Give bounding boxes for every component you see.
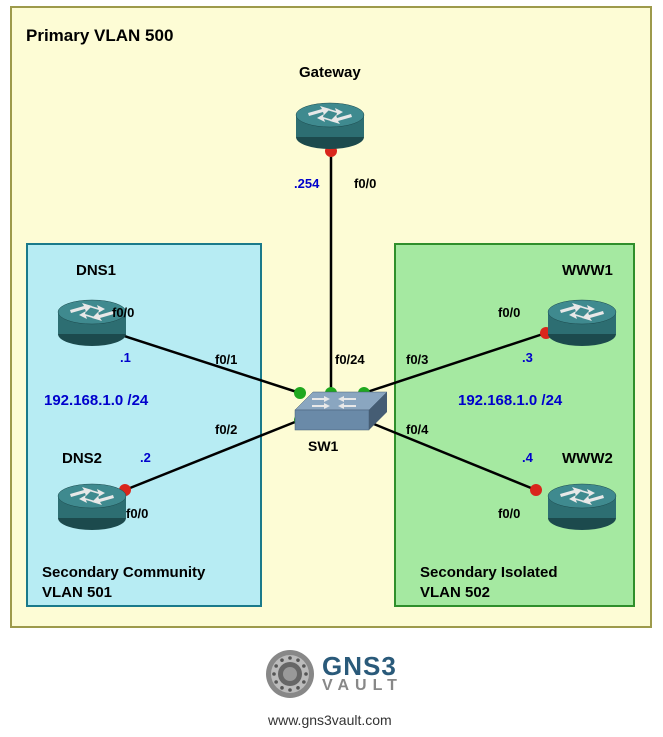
sw1-label: SW1 [308,438,338,454]
www2-ip-label: .4 [522,450,533,465]
vault-lock-icon [264,648,316,700]
dns2-ip-label: .2 [140,450,151,465]
gateway-ip-label: .254 [294,176,319,191]
isolated-vlan-box [394,243,635,607]
logo-text-top: GNS3 [322,655,403,678]
community-vlan-title-line1: Secondary Community [42,564,205,581]
dns2-label: DNS2 [62,450,102,467]
dns1-port-label: f0/0 [112,305,134,320]
gns3vault-logo: GNS3 VAULT [264,648,403,700]
www2-port-label: f0/0 [498,506,520,521]
logo-text-bottom: VAULT [322,679,403,693]
community-vlan-title-line2: VLAN 501 [42,584,112,601]
www2-label: WWW2 [562,450,613,467]
switch-port-f024: f0/24 [335,352,365,367]
switch-port-f03: f0/3 [406,352,428,367]
dns2-port-label: f0/0 [126,506,148,521]
www1-port-label: f0/0 [498,305,520,320]
www1-label: WWW1 [562,262,613,279]
dns1-ip-label: .1 [120,350,131,365]
isolated-vlan-title-line1: Secondary Isolated [420,564,558,581]
gateway-label: Gateway [299,64,361,81]
www1-ip-label: .3 [522,350,533,365]
isolated-vlan-title-line2: VLAN 502 [420,584,490,601]
switch-port-f04: f0/4 [406,422,428,437]
subnet-left-label: 192.168.1.0 /24 [44,392,148,409]
switch-port-f02: f0/2 [215,422,237,437]
primary-vlan-title: Primary VLAN 500 [26,26,173,46]
switch-port-f01: f0/1 [215,352,237,367]
gateway-port-label: f0/0 [354,176,376,191]
gns3vault-url: www.gns3vault.com [268,712,392,728]
subnet-right-label: 192.168.1.0 /24 [458,392,562,409]
dns1-label: DNS1 [76,262,116,279]
